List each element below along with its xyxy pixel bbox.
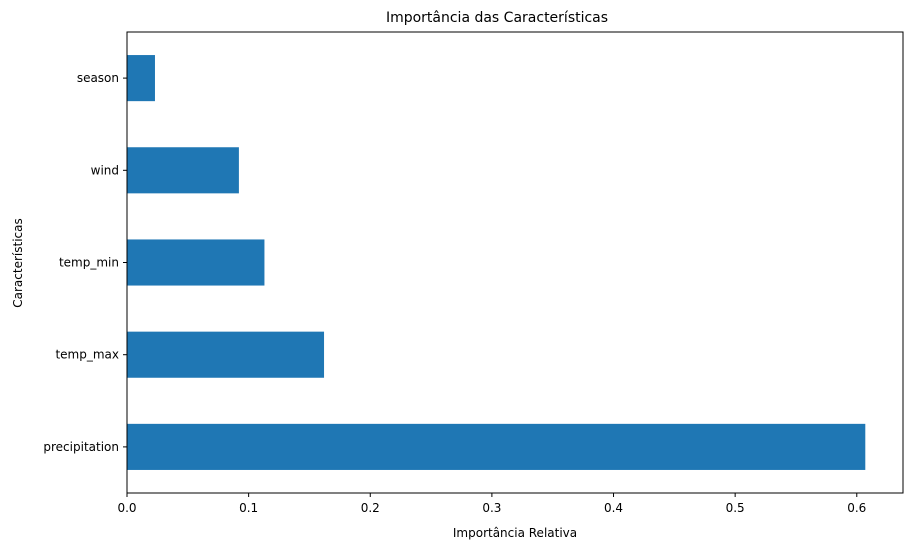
y-tick-label: precipitation xyxy=(43,440,119,454)
x-tick-label: 0.0 xyxy=(117,501,136,515)
x-tick-label: 0.3 xyxy=(482,501,501,515)
y-axis-label: Características xyxy=(11,218,25,307)
bars-group xyxy=(127,55,866,470)
x-tick-label: 0.4 xyxy=(604,501,623,515)
x-axis-label: Importância Relativa xyxy=(453,526,577,540)
bar-temp_max xyxy=(127,331,325,378)
bar-temp_min xyxy=(127,239,265,286)
x-tick-label: 0.2 xyxy=(361,501,380,515)
bar-season xyxy=(127,55,155,102)
bar-wind xyxy=(127,147,239,194)
x-ticks-group: 0.0 0.1 0.2 0.3 0.4 0.5 0.6 xyxy=(117,493,866,515)
chart-title: Importância das Características xyxy=(386,10,608,26)
y-tick-label: season xyxy=(77,71,119,85)
y-tick-label: temp_max xyxy=(55,348,119,362)
x-tick-label: 0.5 xyxy=(726,501,745,515)
x-tick-label: 0.6 xyxy=(847,501,866,515)
bar-precipitation xyxy=(127,423,866,470)
y-ticks-group: precipitation temp_max temp_min wind season xyxy=(43,71,127,454)
y-tick-label: temp_min xyxy=(59,256,119,270)
plot-frame xyxy=(126,31,904,494)
x-tick-label: 0.1 xyxy=(239,501,258,515)
y-tick-label: wind xyxy=(91,163,119,177)
